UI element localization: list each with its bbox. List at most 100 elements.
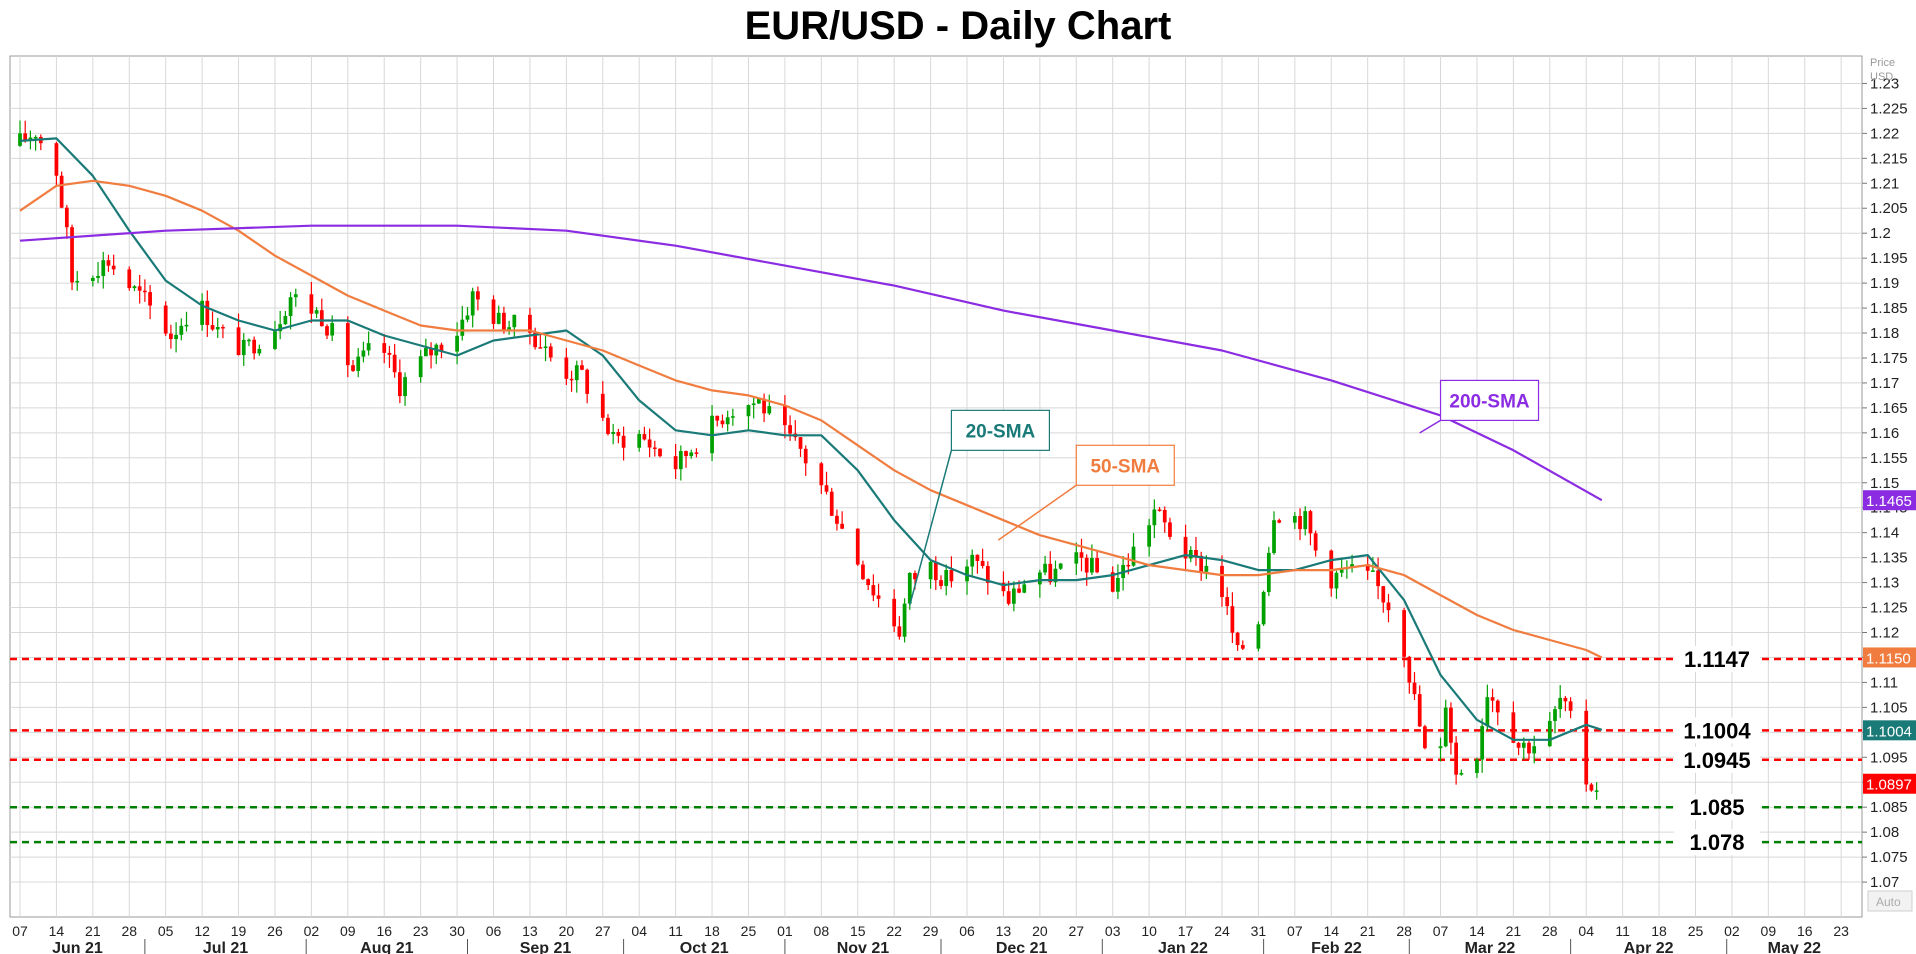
- candle-body: [1084, 557, 1089, 573]
- price-tick-label: 1.15: [1870, 475, 1899, 492]
- price-tick-label: 1.135: [1870, 550, 1908, 567]
- month-label: Nov 21: [837, 940, 890, 954]
- sma-line-50-sma: [19, 179, 1603, 659]
- candle-body: [1225, 597, 1230, 607]
- candle-body: [1443, 707, 1448, 747]
- candle-body: [309, 294, 314, 314]
- candle-body: [1485, 697, 1490, 727]
- level-label-bg: [1674, 829, 1760, 856]
- candle-body: [1547, 720, 1552, 747]
- price-tick-label: 1.07: [1870, 874, 1899, 891]
- candle-body: [1152, 509, 1157, 526]
- candle-body: [247, 339, 251, 342]
- candle-body: [257, 348, 262, 354]
- candle-body: [1058, 563, 1063, 569]
- label-layer: 20-SMA 50-SMA 200-SMA 1.1147 1.1004 1.0945 1.0…: [909, 379, 1760, 856]
- price-tick-label: 1.08: [1870, 824, 1899, 841]
- level-label: 1.078: [1689, 830, 1744, 855]
- candle-body: [980, 560, 985, 566]
- price-unit-label: USD: [1870, 71, 1893, 83]
- price-tick-label: 1.12: [1870, 624, 1899, 641]
- candle-body: [293, 294, 298, 298]
- candle-body: [1168, 522, 1172, 537]
- candle-body: [345, 323, 350, 366]
- price-tag-label: 1.1465: [1866, 493, 1912, 510]
- week-tick-label: 02: [1724, 923, 1740, 939]
- chart-title: EUR/USD - Daily Chart: [744, 4, 1172, 48]
- candle-body: [502, 312, 506, 331]
- candle-body: [288, 297, 293, 316]
- week-tick-label: 21: [1360, 923, 1376, 939]
- candle-body: [1220, 565, 1224, 598]
- candle-body: [1298, 515, 1302, 530]
- price-tick-label: 1.17: [1870, 375, 1899, 392]
- candle-body: [23, 133, 28, 141]
- sma-callout-leader: [909, 450, 953, 606]
- candle-body: [1079, 552, 1084, 558]
- week-tick-label: 14: [1323, 923, 1339, 939]
- candle-body: [949, 569, 954, 582]
- candle-body: [54, 143, 59, 176]
- month-label: Sep 21: [520, 940, 572, 954]
- week-tick-label: 23: [413, 923, 429, 939]
- candle-body: [418, 356, 423, 378]
- candle-body: [580, 365, 584, 370]
- week-tick-label: 11: [668, 923, 683, 939]
- candle-body: [866, 579, 871, 586]
- candle-body: [720, 420, 725, 425]
- week-tick-label: 06: [486, 923, 502, 939]
- candle-body: [330, 323, 335, 336]
- candle-body: [1303, 511, 1308, 530]
- week-tick-label: 14: [49, 923, 65, 939]
- week-tick-label: 13: [996, 923, 1012, 939]
- week-tick-label: 07: [1287, 923, 1303, 939]
- candle-body: [762, 398, 766, 414]
- price-tag-label: 1.1150: [1866, 650, 1911, 667]
- price-tick-label: 1.185: [1870, 300, 1908, 317]
- candle-body: [96, 275, 100, 278]
- week-tick-label: 04: [631, 923, 647, 939]
- sma-layer: [19, 137, 1603, 741]
- week-tick-label: 13: [522, 923, 538, 939]
- candle-body: [1261, 592, 1266, 625]
- candle-body: [824, 485, 829, 492]
- sma-callout-box: [1075, 444, 1175, 486]
- month-label: Oct 21: [680, 940, 729, 954]
- candle-body: [694, 452, 699, 454]
- price-tick-label: 1.13: [1870, 575, 1899, 592]
- week-tick-label: 18: [704, 923, 720, 939]
- candle-body: [366, 343, 371, 351]
- price-tag-bg: [1863, 647, 1916, 668]
- price-unit-label: Price: [1870, 57, 1895, 69]
- candle-body: [1381, 586, 1386, 603]
- candle-body: [1334, 572, 1339, 589]
- candle-body: [1017, 588, 1021, 593]
- month-label: Feb 22: [1311, 940, 1362, 954]
- candle-body: [835, 515, 839, 524]
- candle-body: [356, 356, 361, 371]
- candle-body: [325, 326, 329, 336]
- candle-body: [585, 369, 590, 394]
- week-tick-label: 18: [1651, 923, 1667, 939]
- candle-body: [1116, 578, 1120, 592]
- candle-body: [642, 434, 647, 440]
- candle-body: [127, 269, 132, 289]
- candle-body: [1266, 552, 1271, 593]
- price-tick-label: 1.16: [1870, 425, 1899, 442]
- week-tick-label: 04: [1578, 923, 1594, 939]
- candle-body: [90, 277, 95, 281]
- price-tick-label: 1.19: [1870, 275, 1899, 292]
- candle-body: [543, 346, 548, 348]
- price-tag-bg: [1863, 490, 1916, 511]
- week-tick-label: 31: [1251, 923, 1267, 939]
- candle-body: [944, 569, 949, 586]
- candle-body: [1594, 790, 1599, 792]
- candle-body: [876, 595, 881, 599]
- price-tick-label: 1.125: [1870, 600, 1908, 617]
- week-tick-label: 25: [1688, 923, 1704, 939]
- candle-body: [33, 136, 38, 139]
- candle-body: [1459, 772, 1464, 775]
- candle-body: [1438, 746, 1443, 749]
- candle-body: [1313, 533, 1318, 551]
- candle-body: [184, 324, 189, 327]
